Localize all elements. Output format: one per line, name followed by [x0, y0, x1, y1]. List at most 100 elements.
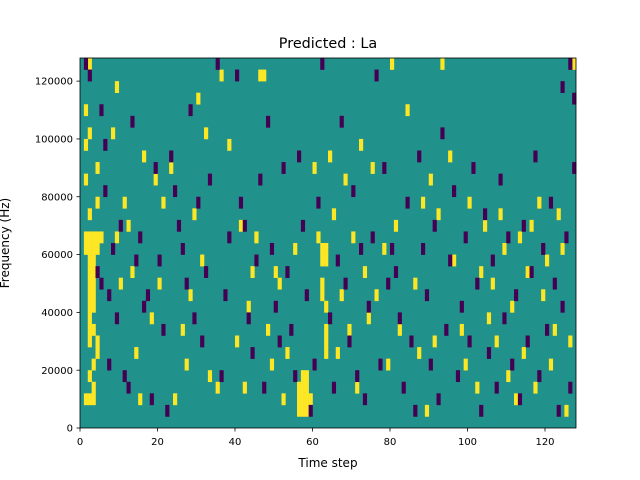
heatmap-cell — [502, 243, 507, 255]
heatmap-cell — [219, 370, 224, 383]
heatmap-cell — [444, 323, 449, 336]
x-tick-label: 100 — [458, 437, 477, 448]
heatmap-cell — [517, 231, 523, 244]
heatmap-cell — [452, 185, 457, 198]
heatmap-cell — [114, 231, 120, 244]
heatmap-cell — [297, 381, 302, 394]
heatmap-cell — [517, 393, 523, 406]
heatmap-cell — [483, 208, 488, 221]
heatmap-cell — [83, 243, 89, 255]
heatmap-cell — [238, 219, 244, 232]
heatmap-cell — [103, 185, 108, 198]
heatmap-cell — [568, 335, 573, 348]
heatmap-cell — [95, 231, 100, 244]
heatmap-cell — [180, 243, 185, 255]
heatmap-cell — [572, 92, 577, 105]
heatmap-cell — [564, 231, 569, 244]
heatmap-cell — [83, 393, 89, 406]
heatmap-cell — [355, 370, 360, 383]
heatmap-cell — [386, 277, 391, 290]
heatmap-cell — [397, 312, 402, 325]
heatmap-cell — [436, 208, 441, 221]
heatmap-cell — [417, 150, 422, 163]
heatmap-cell — [421, 243, 426, 255]
heatmap-cell — [95, 335, 100, 348]
heatmap-cell — [308, 393, 313, 406]
heatmap-cell — [188, 104, 193, 117]
heatmap-cell — [258, 69, 263, 82]
heatmap-cell — [87, 289, 92, 302]
heatmap-cell — [99, 231, 104, 244]
heatmap-cell — [393, 219, 399, 232]
heatmap-cell — [83, 104, 89, 117]
heatmap-cell — [91, 289, 96, 302]
heatmap-cell — [99, 104, 104, 117]
heatmap-cell — [87, 312, 92, 325]
heatmap-cell — [545, 254, 550, 267]
heatmap-cell — [463, 358, 468, 371]
heatmap-cell — [440, 58, 445, 70]
heatmap-cell — [297, 150, 302, 163]
heatmap-cell — [161, 323, 166, 336]
heatmap-cell — [95, 347, 100, 359]
heatmap-cell — [87, 231, 92, 244]
heatmap-cell — [448, 254, 453, 267]
heatmap-cell — [521, 347, 526, 359]
heatmap-cell — [343, 173, 348, 186]
heatmap-cell — [87, 277, 92, 290]
heatmap-cell — [83, 58, 89, 70]
heatmap-cell — [83, 231, 89, 244]
heatmap-cell — [405, 196, 410, 209]
heatmap-cell — [238, 196, 244, 209]
heatmap-cell — [366, 312, 371, 325]
heatmap-cell — [219, 69, 224, 82]
heatmap-cell — [250, 347, 255, 359]
heatmap-cell — [413, 277, 418, 290]
heatmap-cell — [548, 358, 554, 371]
heatmap-cell — [320, 58, 325, 70]
heatmap-cell — [312, 162, 317, 174]
heatmap-cell — [300, 393, 306, 406]
heatmap-cell — [494, 335, 499, 348]
heatmap-cell — [300, 370, 306, 383]
heatmap-cell — [374, 289, 379, 302]
heatmap-cell — [269, 243, 275, 255]
y-tick-label: 100000 — [35, 135, 73, 146]
heatmap-cell — [359, 243, 364, 255]
heatmap-cell — [521, 219, 526, 232]
heatmap-cell — [215, 381, 220, 394]
heatmap-cell — [118, 277, 123, 290]
heatmap-cell — [157, 254, 162, 267]
heatmap-cell — [459, 323, 464, 336]
heatmap-cell — [91, 231, 96, 244]
heatmap-cell — [362, 393, 368, 406]
heatmap-cell — [440, 127, 445, 140]
heatmap-cell — [91, 300, 96, 313]
x-tick-label: 60 — [306, 437, 319, 448]
heatmap-cell — [525, 335, 530, 348]
heatmap-cell — [134, 347, 139, 359]
heatmap-cell — [184, 277, 189, 290]
heatmap-cell — [347, 323, 352, 336]
heatmap-cell — [572, 162, 577, 174]
heatmap-cell — [343, 277, 348, 290]
heatmap-cell — [87, 58, 92, 70]
heatmap-cell — [467, 335, 472, 348]
heatmap-cell — [200, 335, 205, 348]
heatmap-cell — [405, 104, 410, 117]
x-tick-label: 40 — [229, 437, 242, 448]
heatmap-cell — [432, 335, 437, 348]
heatmap-cell — [541, 289, 546, 302]
heatmap-cell — [200, 254, 205, 267]
heatmap-cell — [91, 243, 96, 255]
heatmap-cell — [289, 323, 294, 336]
heatmap-cell — [207, 370, 213, 383]
heatmap-cell — [568, 58, 573, 70]
heatmap-cell — [452, 254, 457, 267]
heatmap-cell — [351, 231, 356, 244]
heatmap-cell — [390, 58, 395, 70]
heatmap-cell — [91, 254, 96, 267]
heatmap-cell — [281, 393, 286, 406]
heatmap-cell — [142, 300, 147, 313]
heatmap-cell — [250, 266, 255, 278]
